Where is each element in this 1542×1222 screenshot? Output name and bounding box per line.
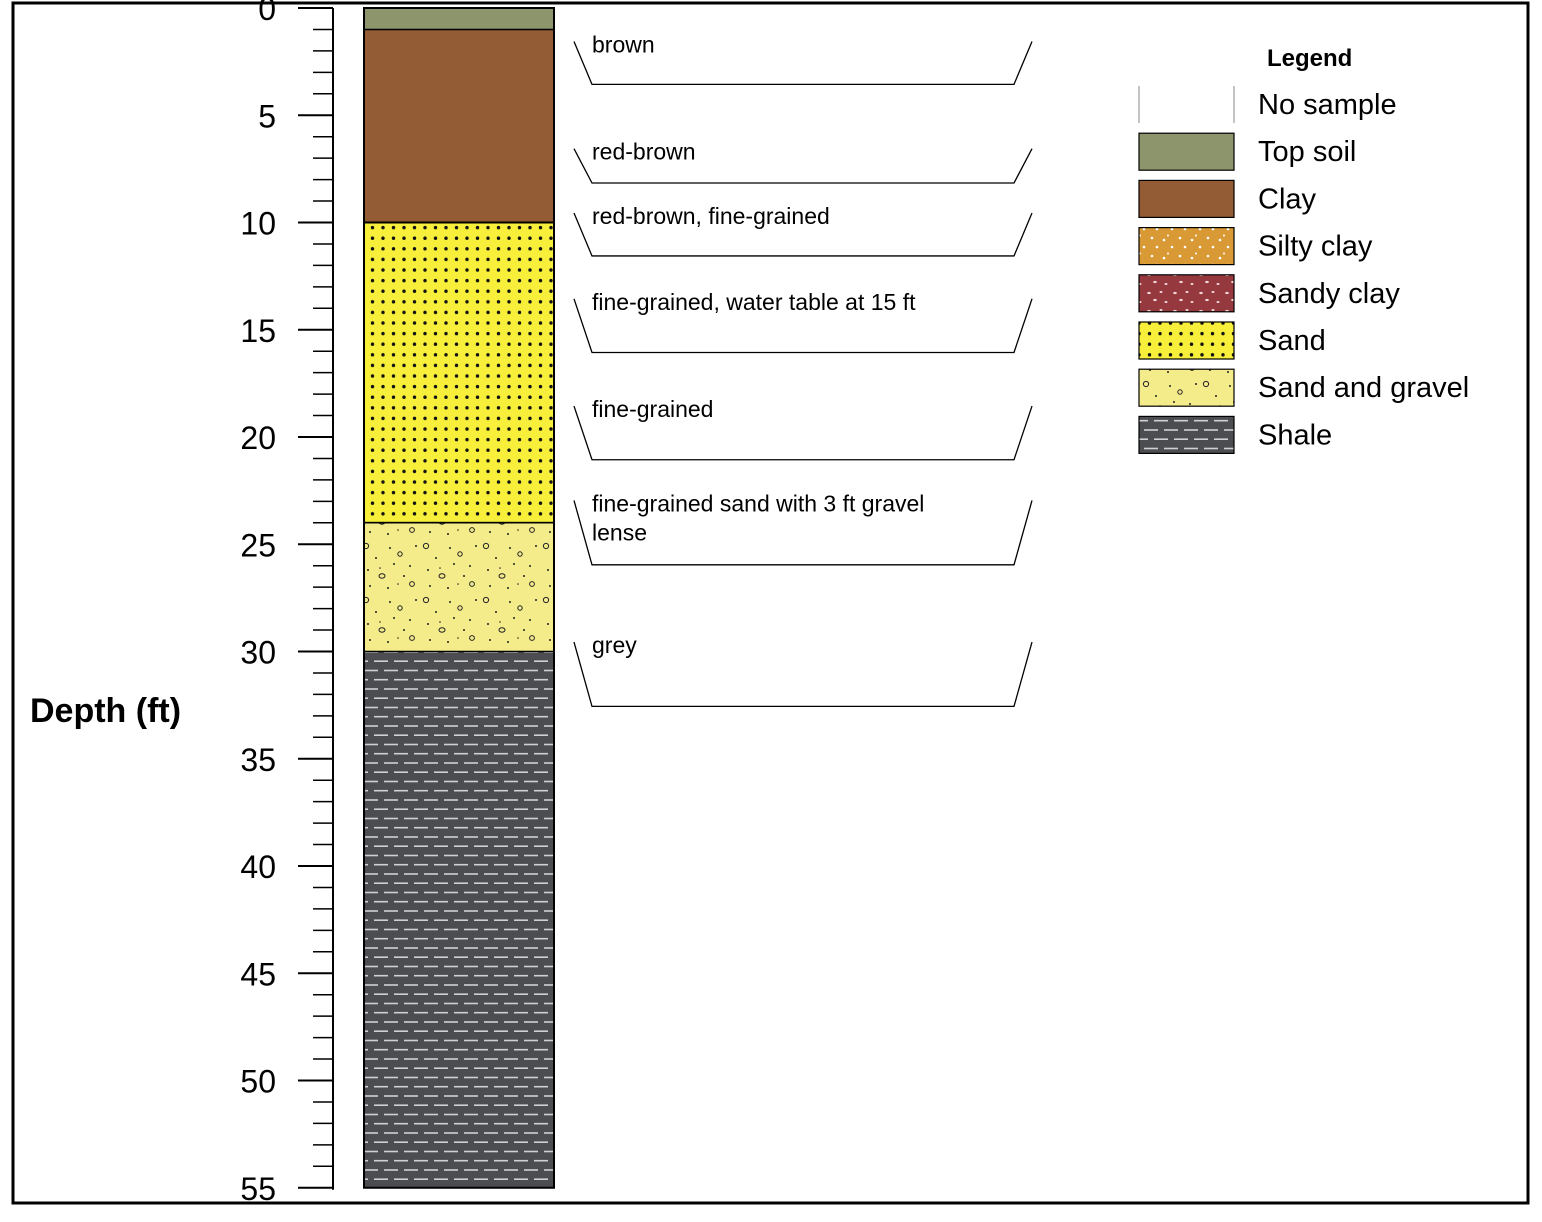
annotation-text: fine-grained sand with 3 ft gravel bbox=[592, 490, 924, 516]
legend: Legend No sample Top soil Clay Silty clay Sa… bbox=[1138, 45, 1469, 454]
tick-label: 25 bbox=[240, 527, 276, 563]
tick-label: 0 bbox=[258, 0, 276, 27]
annotation-text: red-brown, fine-grained bbox=[592, 203, 830, 229]
legend-swatch-silty-clay bbox=[1138, 227, 1235, 266]
annotation-text: fine-grained, water table at 15 ft bbox=[592, 289, 916, 315]
layer-top-soil bbox=[364, 8, 554, 30]
legend-label-silty-clay: Silty clay bbox=[1258, 231, 1373, 263]
annotation-bracket bbox=[573, 500, 1033, 566]
annotation-text: red-brown bbox=[592, 139, 696, 165]
tick-label: 30 bbox=[240, 635, 276, 671]
annotation-text: lense bbox=[592, 519, 647, 545]
tick-label: 15 bbox=[240, 313, 276, 349]
tick-label: 20 bbox=[240, 420, 276, 456]
legend-label-top-soil: Top soil bbox=[1258, 136, 1356, 168]
annotation-text: fine-grained bbox=[592, 396, 713, 422]
tick-label: 5 bbox=[258, 98, 276, 134]
legend-label-no-sample: No sample bbox=[1258, 89, 1397, 121]
tick-label: 45 bbox=[240, 956, 276, 992]
tick-label: 50 bbox=[240, 1064, 276, 1100]
legend-swatch-sandy-clay bbox=[1138, 274, 1235, 313]
annotation-bracket bbox=[573, 41, 1033, 85]
annotation-bracket bbox=[573, 641, 1033, 708]
annotation-bracket bbox=[573, 212, 1033, 257]
annotation-text: grey bbox=[592, 632, 637, 658]
legend-label-shale: Shale bbox=[1258, 419, 1332, 451]
legend-swatch-shale bbox=[1138, 415, 1235, 454]
axis-label: Depth (ft) bbox=[30, 692, 181, 730]
legend-swatch-clay bbox=[1138, 179, 1235, 218]
tick-label: 40 bbox=[240, 849, 276, 885]
outer-frame bbox=[11, 1, 1530, 1205]
depth-axis: 0 5 10 15 20 25 30 35 40 45 50 55 bbox=[240, 0, 334, 1207]
tick-label: 55 bbox=[240, 1171, 276, 1207]
tick-label: 10 bbox=[240, 206, 276, 242]
column-outline bbox=[363, 7, 555, 1189]
legend-label-clay: Clay bbox=[1258, 183, 1317, 215]
annotation-bracket bbox=[573, 148, 1033, 184]
legend-swatch-sand-and-gravel bbox=[1138, 368, 1235, 407]
layer-clay bbox=[364, 29, 554, 223]
annotation-bracket bbox=[573, 298, 1033, 354]
annotation-bracket bbox=[573, 405, 1033, 461]
annotation-text: brown bbox=[592, 31, 655, 57]
legend-title: Legend bbox=[1267, 45, 1352, 72]
legend-label-sandy-clay: Sandy clay bbox=[1258, 278, 1400, 310]
layer-sand bbox=[363, 221, 555, 524]
legend-label-sand-and-gravel: Sand and gravel bbox=[1258, 372, 1469, 404]
legend-swatch-sand bbox=[1138, 321, 1235, 360]
layer-sand-and-gravel bbox=[364, 522, 554, 652]
legend-swatch-top-soil bbox=[1138, 132, 1235, 171]
legend-label-sand: Sand bbox=[1258, 325, 1326, 357]
borehole-column bbox=[363, 7, 555, 1189]
annotations: brown red-brown red-brown, fine-grained fin… bbox=[573, 31, 1033, 708]
layer-shale bbox=[364, 651, 554, 1188]
tick-label: 35 bbox=[240, 742, 276, 778]
